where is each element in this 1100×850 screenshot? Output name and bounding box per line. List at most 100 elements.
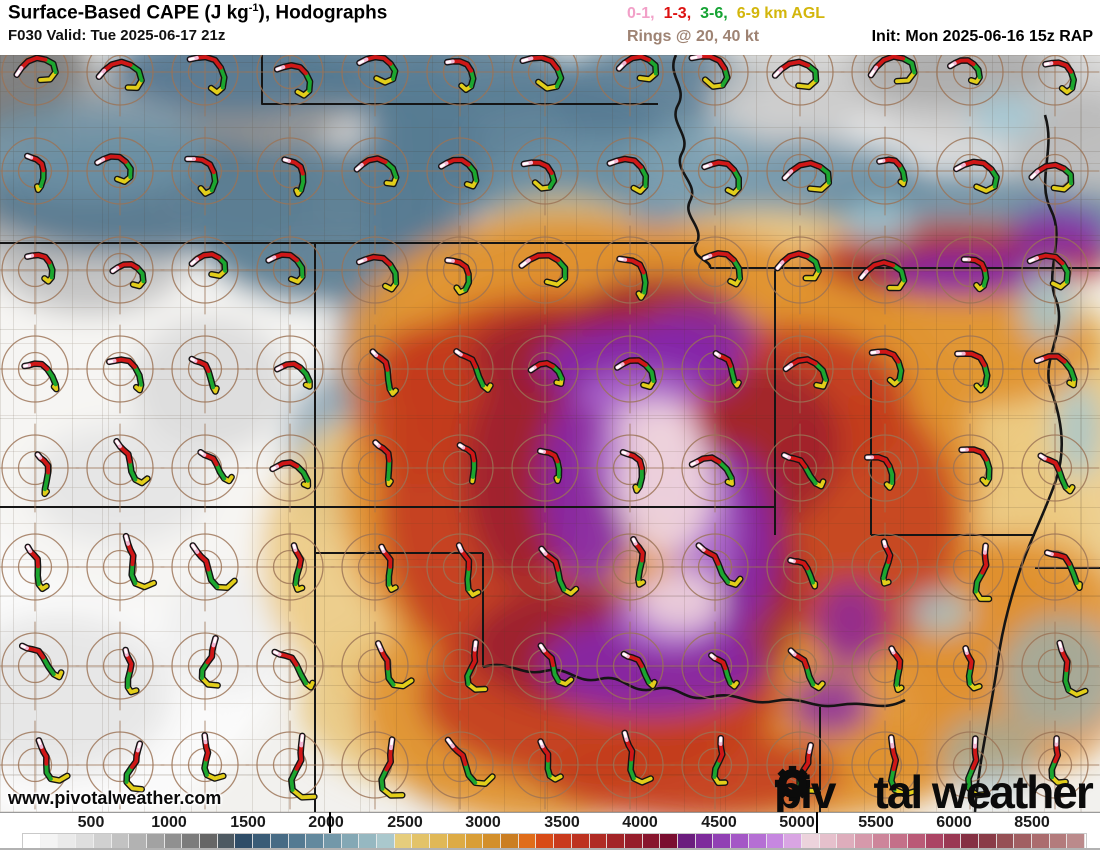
colorbar-cell bbox=[908, 834, 926, 849]
hodograph bbox=[245, 423, 335, 513]
hodograph bbox=[75, 225, 165, 315]
gear-icon bbox=[774, 765, 872, 813]
colorbar-cell bbox=[571, 834, 590, 849]
colorbar-cell bbox=[359, 834, 378, 849]
hodograph bbox=[670, 225, 760, 315]
colorbar-cell bbox=[872, 834, 891, 849]
colorbar-cell bbox=[589, 834, 608, 849]
colorbar-cell bbox=[961, 834, 979, 849]
pivotal-weather-logo: piv tal weather bbox=[774, 765, 1094, 813]
colorbar-cell bbox=[890, 834, 909, 849]
hodograph bbox=[1010, 720, 1100, 810]
hodograph bbox=[585, 522, 675, 612]
hodograph bbox=[75, 522, 165, 612]
map-canvas: www.pivotalweather.com piv tal weather bbox=[0, 55, 1100, 813]
colorbar-cell bbox=[146, 834, 165, 849]
hodograph bbox=[755, 126, 845, 216]
hodograph bbox=[670, 522, 760, 612]
hodograph bbox=[245, 621, 335, 711]
hodograph bbox=[500, 522, 590, 612]
hodograph bbox=[670, 621, 760, 711]
hodograph bbox=[925, 324, 1015, 414]
colorbar-label-1000: 1000 bbox=[151, 814, 187, 831]
hodograph bbox=[415, 126, 505, 216]
hodograph bbox=[415, 720, 505, 810]
hodograph bbox=[415, 423, 505, 513]
hodograph bbox=[160, 55, 250, 117]
colorbar-label-1500: 1500 bbox=[230, 814, 266, 831]
colorbar-cell bbox=[93, 834, 112, 849]
hodograph bbox=[585, 225, 675, 315]
hodograph bbox=[1010, 324, 1100, 414]
hodograph bbox=[840, 55, 930, 117]
hodograph bbox=[925, 225, 1015, 315]
hodograph bbox=[75, 720, 165, 810]
hodograph bbox=[245, 522, 335, 612]
colorbar-cell bbox=[23, 834, 41, 849]
colorbar-cell bbox=[500, 834, 519, 849]
hodograph bbox=[160, 126, 250, 216]
hodograph bbox=[670, 324, 760, 414]
colorbar-cell bbox=[483, 834, 501, 849]
hodograph bbox=[245, 126, 335, 216]
legend-layer-3-6: 3-6, bbox=[700, 5, 728, 22]
colorbar-label-2000: 2000 bbox=[308, 814, 344, 831]
hodograph bbox=[585, 55, 675, 117]
colorbar-cell bbox=[447, 834, 466, 849]
colorbar-cell bbox=[111, 834, 130, 849]
page-title: Surface-Based CAPE (J kg-1), Hodographs bbox=[8, 2, 387, 24]
hodograph bbox=[75, 423, 165, 513]
init-time-label: Init: Mon 2025-06-16 15z RAP bbox=[871, 28, 1093, 45]
colorbar-cell bbox=[1032, 834, 1050, 849]
hodograph bbox=[755, 225, 845, 315]
hodograph bbox=[1010, 55, 1100, 117]
hodograph bbox=[840, 225, 930, 315]
hodograph bbox=[0, 720, 80, 810]
hodograph bbox=[0, 423, 80, 513]
hodograph bbox=[330, 621, 420, 711]
hodograph bbox=[160, 225, 250, 315]
colorbar-cell bbox=[341, 834, 360, 849]
hodograph bbox=[0, 621, 80, 711]
hodograph bbox=[670, 720, 760, 810]
colorbar-label-6000: 6000 bbox=[936, 814, 972, 831]
hodograph bbox=[840, 324, 930, 414]
colorbar-label-500: 500 bbox=[77, 814, 105, 831]
hodograph bbox=[840, 522, 930, 612]
hodograph bbox=[925, 720, 1015, 810]
colorbar-cell bbox=[801, 834, 820, 849]
hodograph bbox=[0, 522, 80, 612]
hodograph bbox=[415, 522, 505, 612]
hodograph bbox=[1010, 621, 1100, 711]
colorbar-cell bbox=[200, 834, 218, 849]
hodograph bbox=[245, 324, 335, 414]
hodograph bbox=[415, 55, 505, 117]
rings-legend-label: Rings @ 20, 40 kt bbox=[627, 28, 760, 45]
legend-layer-6-9kmAGL: 6-9 km AGL bbox=[736, 5, 826, 22]
hodograph bbox=[160, 621, 250, 711]
hodograph bbox=[500, 55, 590, 117]
hodograph bbox=[75, 126, 165, 216]
colorbar-cell bbox=[58, 834, 77, 849]
colorbar-baseline bbox=[0, 848, 1100, 850]
valid-time-label: F030 Valid: Tue 2025-06-17 21z bbox=[8, 27, 226, 44]
hodograph bbox=[415, 621, 505, 711]
colorbar-cell bbox=[837, 834, 856, 849]
hodograph bbox=[500, 621, 590, 711]
colorbar-cell bbox=[695, 834, 714, 849]
hodograph bbox=[840, 423, 930, 513]
hodograph bbox=[75, 55, 165, 117]
hodograph bbox=[330, 522, 420, 612]
hodograph bbox=[670, 423, 760, 513]
hodograph bbox=[0, 126, 80, 216]
colorbar-cell bbox=[465, 834, 484, 849]
hodograph bbox=[330, 225, 420, 315]
hodograph bbox=[330, 126, 420, 216]
colorbar-label-2500: 2500 bbox=[387, 814, 423, 831]
hodograph bbox=[0, 55, 80, 117]
hodograph bbox=[160, 324, 250, 414]
colorbar-label-4000: 4000 bbox=[622, 814, 658, 831]
hodograph bbox=[245, 55, 335, 117]
hodograph-grid-layer bbox=[0, 55, 1100, 810]
